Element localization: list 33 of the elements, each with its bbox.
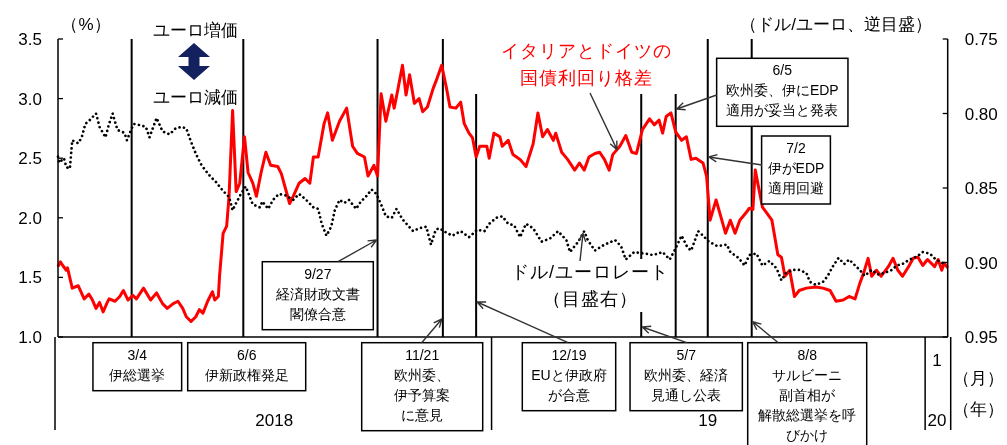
y-tick-label: 2.0 <box>18 208 42 228</box>
ref-line-label: 9/27 経済財政文書閣僚合意 <box>274 265 360 322</box>
ref-line-label: 3/4 伊総選挙 <box>109 346 166 383</box>
series-label: イタリアとドイツの国債利回り格差 <box>501 41 673 88</box>
y-tick-label: 1.0 <box>18 328 42 347</box>
annotation: ユーロ増価 <box>152 21 238 40</box>
annotation: ユーロ減価 <box>152 88 238 107</box>
y2-tick-label: 0.80 <box>964 104 998 124</box>
y-tick-label: 2.5 <box>18 149 42 169</box>
ref-line-label: 6/5 欧州委、伊にEDP適用が妥当と発表 <box>725 62 839 119</box>
y2-tick-label: 0.75 <box>964 30 998 49</box>
x-tick-label: 19 <box>698 411 718 430</box>
x-tick-label: 20 <box>927 411 947 430</box>
text: （年） <box>952 400 1004 419</box>
text: （月） <box>952 369 1004 388</box>
ref-line-label: 11/21 欧州委、伊予算案に意見 <box>394 346 451 423</box>
y2-tick-label: 0.95 <box>964 328 998 347</box>
x-tick-label: 2018 <box>255 411 294 430</box>
y2-tick-label: 0.90 <box>964 253 998 273</box>
y2-tick-label: 0.85 <box>964 179 998 198</box>
text: 1 <box>932 351 942 370</box>
series-label: ドル/ユーロレート（目盛右） <box>510 262 670 309</box>
ref-line-label: 6/6 伊新政権発足 <box>204 346 289 383</box>
ref-line-label: 12/19 EUと伊政府が合意 <box>531 346 607 403</box>
y2-axis-title: （ドル/ユーロ、逆目盛） <box>740 15 932 34</box>
ref-line-label: 8/8 サルビーニ副首相が解散総選挙を呼びかけ <box>758 346 857 443</box>
ref-line-label: 7/2 伊がEDP適用回避 <box>767 140 825 196</box>
y-tick-label: 3.5 <box>18 30 42 49</box>
y-axis-title: （%） <box>61 15 111 34</box>
ref-line-label: 5/7 欧州委、経済見通し公表 <box>644 346 729 403</box>
y-tick-label: 1.5 <box>18 268 42 288</box>
line-series <box>56 63 950 323</box>
y-tick-label: 3.0 <box>18 89 42 109</box>
